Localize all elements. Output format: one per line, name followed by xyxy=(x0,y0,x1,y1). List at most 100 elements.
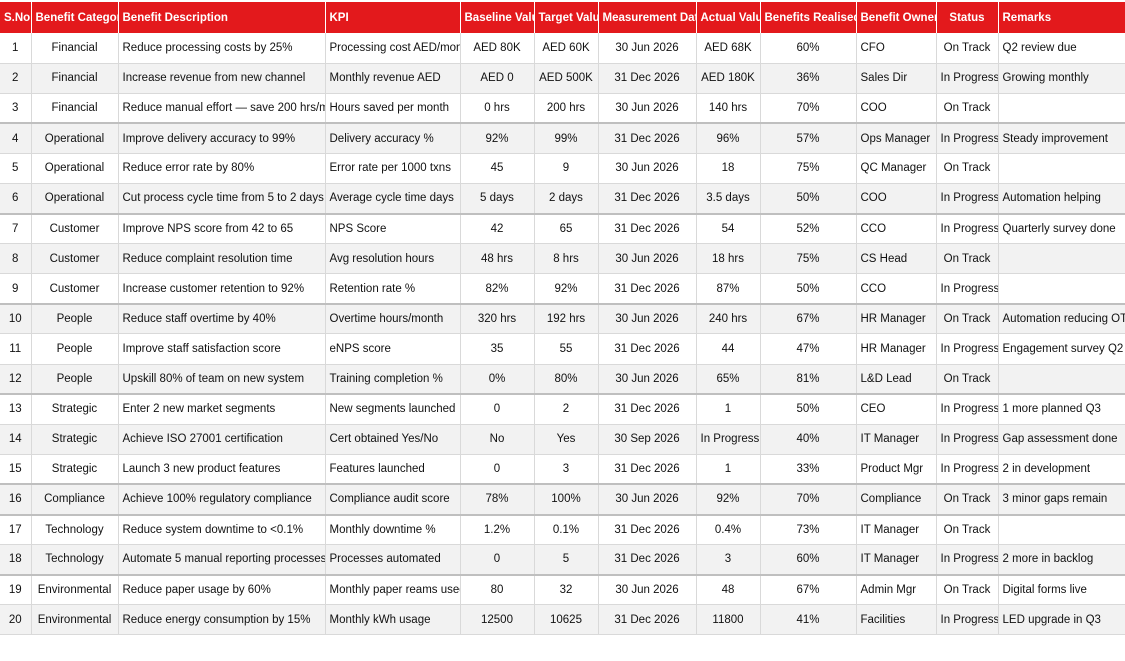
baseline-cell: 42 xyxy=(460,213,535,245)
remarks-cell: 1 more planned Q3 xyxy=(998,394,1125,425)
category-cell: Financial xyxy=(31,33,119,64)
owner-cell: IT Manager xyxy=(856,424,937,455)
table-row: 16 Compliance Achieve 100% regulatory comp… xyxy=(0,484,1125,516)
status-cell: On Track xyxy=(936,93,999,125)
owner-cell: CEO xyxy=(856,394,937,425)
sno-cell: 11 xyxy=(0,333,32,365)
sno-cell: 7 xyxy=(0,213,32,245)
kpi-cell: Retention rate % xyxy=(325,273,461,305)
realised-cell: 57% xyxy=(760,123,857,154)
baseline-cell: No xyxy=(460,424,535,455)
col-header-sno: S.No. xyxy=(0,2,32,33)
measurement-date-cell: 30 Jun 2026 xyxy=(598,364,697,396)
owner-cell: COO xyxy=(856,183,937,215)
remarks-cell xyxy=(998,153,1125,184)
sno-cell: 3 xyxy=(0,93,32,125)
kpi-cell: Monthly downtime % xyxy=(325,514,461,546)
target-cell: 80% xyxy=(534,364,599,396)
sno-cell: 15 xyxy=(0,454,32,486)
table-row: 17 Technology Reduce system downtime to <0… xyxy=(0,514,1125,546)
actual-cell: 18 hrs xyxy=(696,243,761,275)
category-cell: Operational xyxy=(31,123,119,154)
kpi-cell: Features launched xyxy=(325,454,461,486)
measurement-date-cell: 30 Jun 2026 xyxy=(598,574,697,606)
measurement-date-cell: 31 Dec 2026 xyxy=(598,333,697,365)
remarks-cell: Engagement survey Q2 xyxy=(998,333,1125,365)
remarks-cell xyxy=(998,273,1125,305)
status-cell: On Track xyxy=(936,364,999,396)
table-row: 10 People Reduce staff overtime by 40% Over… xyxy=(0,303,1125,335)
target-cell: 92% xyxy=(534,273,599,305)
measurement-date-cell: 30 Jun 2026 xyxy=(598,484,697,516)
sno-cell: 20 xyxy=(0,604,32,636)
category-cell: People xyxy=(31,364,119,396)
realised-cell: 75% xyxy=(760,153,857,184)
description-cell: Cut process cycle time from 5 to 2 days xyxy=(118,183,326,215)
status-cell: On Track xyxy=(936,514,999,546)
realised-cell: 67% xyxy=(760,303,857,335)
realised-cell: 75% xyxy=(760,243,857,275)
table-row: 4 Operational Improve delivery accuracy to… xyxy=(0,123,1125,154)
target-cell: 9 xyxy=(534,153,599,184)
table-row: 11 People Improve staff satisfaction score… xyxy=(0,333,1125,365)
owner-cell: Admin Mgr xyxy=(856,574,937,606)
remarks-cell: Quarterly survey done xyxy=(998,213,1125,245)
owner-cell: Compliance xyxy=(856,484,937,516)
status-cell: In Progress xyxy=(936,333,999,365)
kpi-cell: Hours saved per month xyxy=(325,93,461,125)
col-header-actual-value: Actual Value xyxy=(696,2,761,33)
table-row: 9 Customer Increase customer retention to … xyxy=(0,273,1125,305)
baseline-cell: 78% xyxy=(460,484,535,516)
sno-cell: 18 xyxy=(0,544,32,576)
status-cell: On Track xyxy=(936,153,999,184)
description-cell: Reduce paper usage by 60% xyxy=(118,574,326,606)
measurement-date-cell: 31 Dec 2026 xyxy=(598,394,697,425)
remarks-cell: Steady improvement xyxy=(998,123,1125,154)
actual-cell: 92% xyxy=(696,484,761,516)
kpi-cell: Error rate per 1000 txns xyxy=(325,153,461,184)
actual-cell: 48 xyxy=(696,574,761,606)
owner-cell: HR Manager xyxy=(856,303,937,335)
remarks-cell: Q2 review due xyxy=(998,33,1125,64)
realised-cell: 81% xyxy=(760,364,857,396)
category-cell: Financial xyxy=(31,63,119,94)
owner-cell: Ops Manager xyxy=(856,123,937,154)
target-cell: 32 xyxy=(534,574,599,606)
target-cell: 3 xyxy=(534,454,599,486)
kpi-cell: Monthly revenue AED xyxy=(325,63,461,94)
description-cell: Reduce system downtime to <0.1% xyxy=(118,514,326,546)
category-cell: People xyxy=(31,333,119,365)
table-row: 19 Environmental Reduce paper usage by 60%… xyxy=(0,574,1125,606)
status-cell: In Progress xyxy=(936,183,999,215)
actual-cell: 65% xyxy=(696,364,761,396)
sno-cell: 17 xyxy=(0,514,32,546)
realised-cell: 52% xyxy=(760,213,857,245)
remarks-cell: Digital forms live xyxy=(998,574,1125,606)
category-cell: Strategic xyxy=(31,394,119,425)
measurement-date-cell: 31 Dec 2026 xyxy=(598,123,697,154)
table-row: 5 Operational Reduce error rate by 80% Erro… xyxy=(0,153,1125,184)
kpi-cell: Overtime hours/month xyxy=(325,303,461,335)
remarks-cell: 2 in development xyxy=(998,454,1125,486)
kpi-cell: Average cycle time days xyxy=(325,183,461,215)
description-cell: Enter 2 new market segments xyxy=(118,394,326,425)
sno-cell: 5 xyxy=(0,153,32,184)
target-cell: 200 hrs xyxy=(534,93,599,125)
description-cell: Reduce manual effort — save 200 hrs/mo xyxy=(118,93,326,125)
target-cell: 0.1% xyxy=(534,514,599,546)
remarks-cell: 3 minor gaps remain xyxy=(998,484,1125,516)
realised-cell: 60% xyxy=(760,544,857,576)
table-row: 8 Customer Reduce complaint resolution tim… xyxy=(0,243,1125,275)
baseline-cell: 35 xyxy=(460,333,535,365)
category-cell: Technology xyxy=(31,514,119,546)
baseline-cell: 45 xyxy=(460,153,535,184)
kpi-cell: NPS Score xyxy=(325,213,461,245)
owner-cell: HR Manager xyxy=(856,333,937,365)
table-row: 1 Financial Reduce processing costs by 25%… xyxy=(0,33,1125,64)
description-cell: Reduce complaint resolution time xyxy=(118,243,326,275)
baseline-cell: 5 days xyxy=(460,183,535,215)
table-row: 14 Strategic Achieve ISO 27001 certificati… xyxy=(0,424,1125,455)
description-cell: Automate 5 manual reporting processes xyxy=(118,544,326,576)
sno-cell: 12 xyxy=(0,364,32,396)
table-row: 18 Technology Automate 5 manual reporting … xyxy=(0,544,1125,576)
